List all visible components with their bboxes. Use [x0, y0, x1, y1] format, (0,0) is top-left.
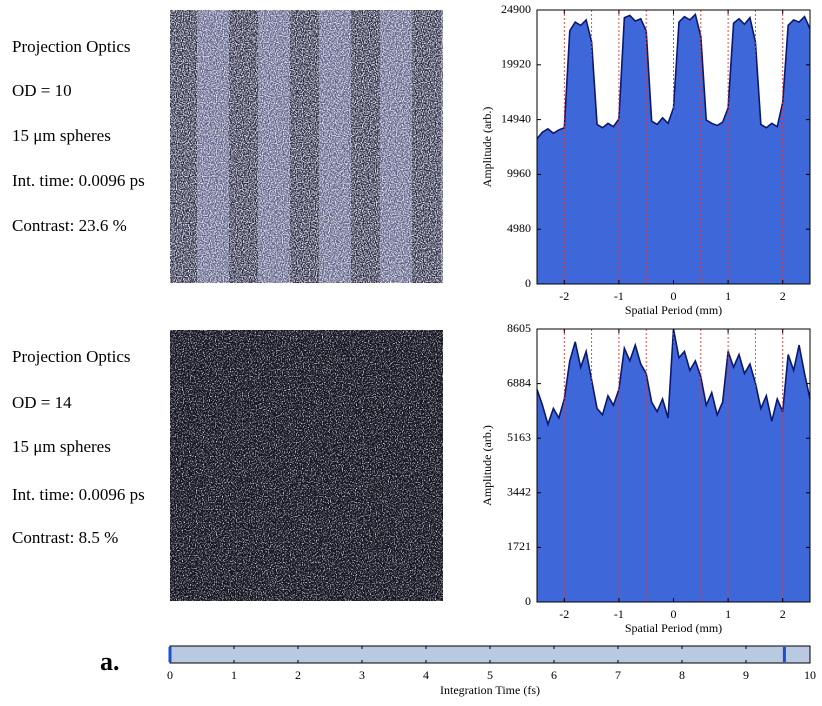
annotation: Int. time: 0.0096 ps	[12, 485, 145, 504]
y-tick-label: 14940	[501, 111, 531, 125]
y-tick-label: 6884	[507, 375, 531, 389]
x-tick-label: 2	[780, 289, 786, 303]
x-axis-label: Integration Time (fs)	[440, 683, 540, 697]
y-axis-label: Amplitude (arb.)	[480, 107, 494, 188]
x-tick-label: 8	[679, 668, 685, 682]
x-tick-label: 5	[487, 668, 493, 682]
annotation: Projection Optics	[12, 347, 131, 366]
x-tick-label: 1	[231, 668, 237, 682]
x-tick-label: -1	[614, 289, 624, 303]
y-tick-label: 4980	[507, 221, 531, 235]
y-tick-label: 9960	[507, 166, 531, 180]
y-tick-label: 0	[525, 594, 531, 608]
x-tick-label: 4	[423, 668, 429, 682]
annotation: Contrast: 23.6 %	[12, 216, 127, 235]
y-tick-label: 5163	[507, 430, 531, 444]
x-tick-label: 2	[780, 607, 786, 621]
y-tick-label: 8605	[507, 321, 531, 335]
y-axis-label: Amplitude (arb.)	[480, 425, 494, 506]
x-tick-label: -2	[559, 607, 569, 621]
x-tick-label: -2	[559, 289, 569, 303]
y-tick-label: 0	[525, 276, 531, 290]
annotation: Projection Optics	[12, 37, 131, 56]
annotation: 15 μm spheres	[12, 126, 111, 145]
x-tick-label: 10	[804, 668, 816, 682]
annotation: 15 μm spheres	[12, 437, 111, 456]
x-tick-label: -1	[614, 607, 624, 621]
annotation: OD = 14	[12, 393, 72, 412]
figure-label: a.	[100, 647, 120, 676]
y-tick-label: 19920	[501, 57, 531, 71]
y-tick-label: 1721	[507, 539, 531, 553]
x-tick-label: 9	[743, 668, 749, 682]
x-axis-label: Spatial Period (mm)	[625, 303, 722, 317]
y-tick-label: 3442	[507, 485, 531, 499]
x-tick-label: 1	[725, 607, 731, 621]
x-tick-label: 0	[167, 668, 173, 682]
x-tick-label: 1	[725, 289, 731, 303]
annotation: Contrast: 8.5 %	[12, 528, 118, 547]
x-tick-label: 7	[615, 668, 621, 682]
x-tick-label: 3	[359, 668, 365, 682]
annotation: OD = 10	[12, 81, 72, 100]
y-tick-label: 24900	[501, 2, 531, 16]
speckle-image-top	[170, 10, 443, 283]
speckle-image-bottom	[170, 330, 443, 601]
x-tick-label: 0	[671, 607, 677, 621]
area	[537, 14, 810, 284]
x-tick-label: 6	[551, 668, 557, 682]
x-tick-label: 0	[671, 289, 677, 303]
annotation: Int. time: 0.0096 ps	[12, 171, 145, 190]
x-axis-label: Spatial Period (mm)	[625, 621, 722, 635]
x-tick-label: 2	[295, 668, 301, 682]
